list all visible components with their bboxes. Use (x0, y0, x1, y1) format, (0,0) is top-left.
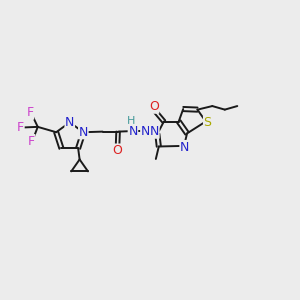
Text: H: H (127, 116, 135, 126)
Text: N: N (128, 124, 138, 137)
Text: F: F (17, 121, 24, 134)
Text: O: O (149, 100, 159, 113)
Text: F: F (26, 106, 34, 119)
Text: F: F (28, 135, 35, 148)
Text: S: S (204, 116, 212, 129)
Text: N: N (150, 125, 159, 138)
Text: N: N (141, 124, 150, 137)
Text: N: N (65, 116, 74, 129)
Text: N: N (79, 126, 88, 139)
Text: O: O (112, 144, 122, 157)
Text: N: N (180, 141, 189, 154)
